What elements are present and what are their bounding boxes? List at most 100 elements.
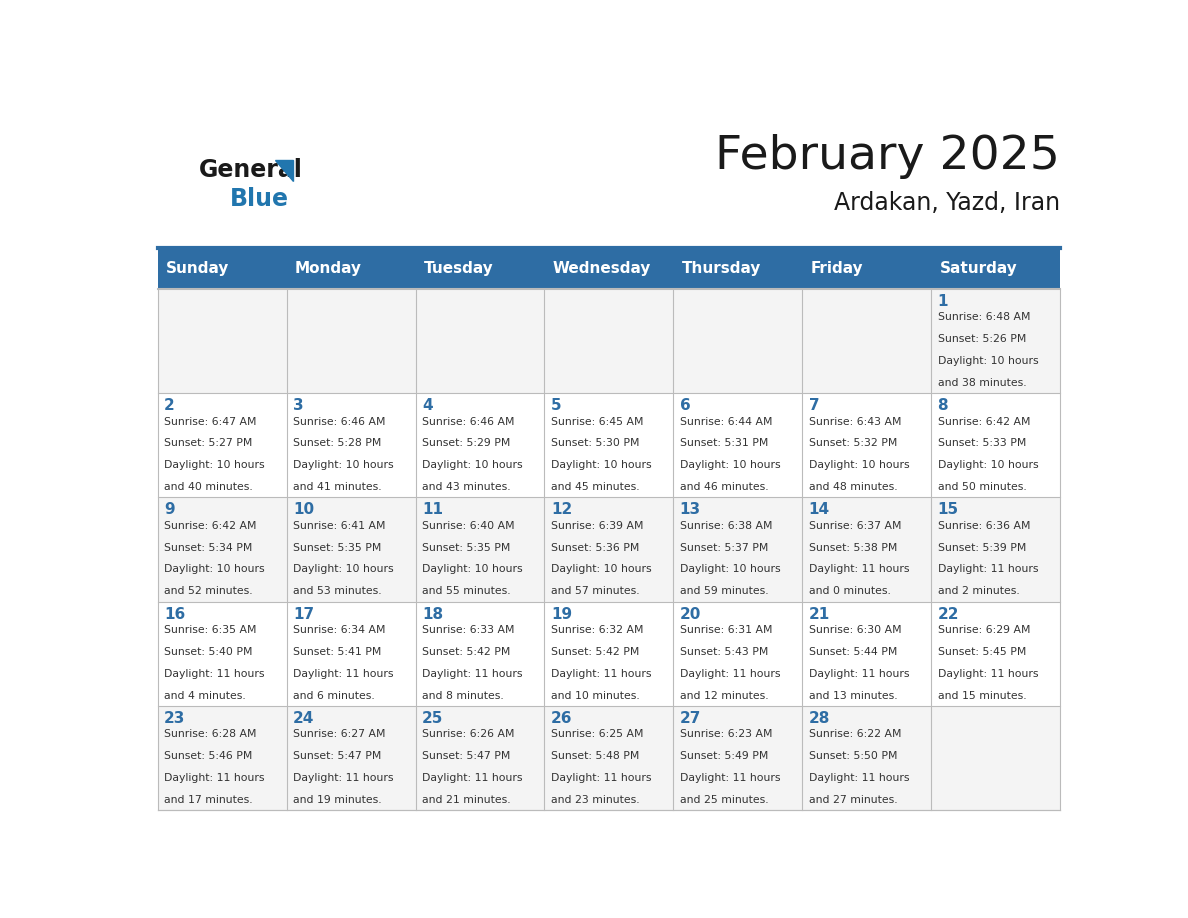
Text: and 17 minutes.: and 17 minutes.	[164, 795, 253, 805]
Text: and 6 minutes.: and 6 minutes.	[293, 690, 374, 700]
Text: Daylight: 10 hours: Daylight: 10 hours	[809, 460, 909, 470]
Text: 12: 12	[551, 502, 573, 518]
Text: Sunrise: 6:47 AM: Sunrise: 6:47 AM	[164, 417, 257, 427]
FancyBboxPatch shape	[802, 706, 931, 810]
Text: Daylight: 10 hours: Daylight: 10 hours	[422, 565, 523, 575]
Text: 24: 24	[293, 711, 315, 726]
Text: Daylight: 11 hours: Daylight: 11 hours	[809, 773, 909, 783]
Text: 8: 8	[937, 398, 948, 413]
Text: Daylight: 10 hours: Daylight: 10 hours	[680, 565, 781, 575]
Text: Sunrise: 6:27 AM: Sunrise: 6:27 AM	[293, 729, 386, 739]
FancyBboxPatch shape	[674, 393, 802, 498]
Polygon shape	[274, 160, 293, 181]
Text: Sunset: 5:29 PM: Sunset: 5:29 PM	[422, 439, 511, 448]
FancyBboxPatch shape	[544, 706, 674, 810]
Text: Daylight: 10 hours: Daylight: 10 hours	[293, 565, 393, 575]
FancyBboxPatch shape	[674, 498, 802, 601]
FancyBboxPatch shape	[158, 601, 286, 706]
Text: Sunrise: 6:34 AM: Sunrise: 6:34 AM	[293, 625, 386, 635]
FancyBboxPatch shape	[286, 393, 416, 498]
Text: Sunset: 5:47 PM: Sunset: 5:47 PM	[422, 751, 511, 761]
Text: Sunrise: 6:30 AM: Sunrise: 6:30 AM	[809, 625, 902, 635]
Text: 6: 6	[680, 398, 690, 413]
FancyBboxPatch shape	[416, 706, 544, 810]
Text: General: General	[200, 158, 303, 183]
Text: Sunrise: 6:44 AM: Sunrise: 6:44 AM	[680, 417, 772, 427]
Text: Sunset: 5:50 PM: Sunset: 5:50 PM	[809, 751, 897, 761]
FancyBboxPatch shape	[544, 289, 674, 393]
Text: and 57 minutes.: and 57 minutes.	[551, 587, 639, 597]
Text: Sunset: 5:49 PM: Sunset: 5:49 PM	[680, 751, 769, 761]
FancyBboxPatch shape	[931, 393, 1060, 498]
Text: Sunset: 5:43 PM: Sunset: 5:43 PM	[680, 647, 769, 656]
Text: Sunset: 5:42 PM: Sunset: 5:42 PM	[551, 647, 639, 656]
Text: Daylight: 10 hours: Daylight: 10 hours	[551, 460, 651, 470]
Text: Sunrise: 6:29 AM: Sunrise: 6:29 AM	[937, 625, 1030, 635]
Text: 16: 16	[164, 607, 185, 621]
Text: Daylight: 11 hours: Daylight: 11 hours	[937, 565, 1038, 575]
Text: 18: 18	[422, 607, 443, 621]
Text: Sunrise: 6:46 AM: Sunrise: 6:46 AM	[293, 417, 386, 427]
Text: Sunday: Sunday	[166, 261, 229, 276]
Text: and 40 minutes.: and 40 minutes.	[164, 482, 253, 492]
Text: Sunrise: 6:39 AM: Sunrise: 6:39 AM	[551, 521, 644, 531]
Text: Sunset: 5:35 PM: Sunset: 5:35 PM	[422, 543, 511, 553]
FancyBboxPatch shape	[544, 601, 674, 706]
Text: Daylight: 10 hours: Daylight: 10 hours	[937, 356, 1038, 366]
Text: Sunrise: 6:42 AM: Sunrise: 6:42 AM	[937, 417, 1030, 427]
Text: Sunset: 5:38 PM: Sunset: 5:38 PM	[809, 543, 897, 553]
Text: Sunset: 5:33 PM: Sunset: 5:33 PM	[937, 439, 1026, 448]
Text: and 46 minutes.: and 46 minutes.	[680, 482, 769, 492]
Text: Sunset: 5:27 PM: Sunset: 5:27 PM	[164, 439, 253, 448]
Text: 27: 27	[680, 711, 701, 726]
Text: 2: 2	[164, 398, 175, 413]
Text: Sunrise: 6:41 AM: Sunrise: 6:41 AM	[293, 521, 386, 531]
Text: Daylight: 11 hours: Daylight: 11 hours	[164, 773, 265, 783]
Text: Sunrise: 6:23 AM: Sunrise: 6:23 AM	[680, 729, 772, 739]
Text: Sunset: 5:32 PM: Sunset: 5:32 PM	[809, 439, 897, 448]
Text: Saturday: Saturday	[940, 261, 1017, 276]
FancyBboxPatch shape	[931, 601, 1060, 706]
Text: Sunset: 5:31 PM: Sunset: 5:31 PM	[680, 439, 769, 448]
FancyBboxPatch shape	[931, 289, 1060, 393]
Text: and 55 minutes.: and 55 minutes.	[422, 587, 511, 597]
Text: Sunrise: 6:48 AM: Sunrise: 6:48 AM	[937, 312, 1030, 322]
Text: Sunset: 5:39 PM: Sunset: 5:39 PM	[937, 543, 1026, 553]
Text: and 45 minutes.: and 45 minutes.	[551, 482, 639, 492]
Text: and 21 minutes.: and 21 minutes.	[422, 795, 511, 805]
Text: 19: 19	[551, 607, 571, 621]
Text: Daylight: 11 hours: Daylight: 11 hours	[809, 668, 909, 678]
Text: Daylight: 10 hours: Daylight: 10 hours	[293, 460, 393, 470]
Text: Sunrise: 6:28 AM: Sunrise: 6:28 AM	[164, 729, 257, 739]
FancyBboxPatch shape	[158, 289, 286, 393]
Text: Sunset: 5:46 PM: Sunset: 5:46 PM	[164, 751, 253, 761]
Text: and 52 minutes.: and 52 minutes.	[164, 587, 253, 597]
Text: Sunset: 5:41 PM: Sunset: 5:41 PM	[293, 647, 381, 656]
FancyBboxPatch shape	[931, 498, 1060, 601]
Text: Daylight: 11 hours: Daylight: 11 hours	[680, 668, 781, 678]
Text: Daylight: 10 hours: Daylight: 10 hours	[164, 565, 265, 575]
FancyBboxPatch shape	[158, 248, 1060, 289]
Text: Sunrise: 6:40 AM: Sunrise: 6:40 AM	[422, 521, 514, 531]
Text: Daylight: 11 hours: Daylight: 11 hours	[937, 668, 1038, 678]
Text: Daylight: 11 hours: Daylight: 11 hours	[809, 565, 909, 575]
Text: Wednesday: Wednesday	[552, 261, 651, 276]
Text: and 38 minutes.: and 38 minutes.	[937, 378, 1026, 388]
Text: 15: 15	[937, 502, 959, 518]
FancyBboxPatch shape	[286, 601, 416, 706]
FancyBboxPatch shape	[674, 706, 802, 810]
Text: Sunrise: 6:22 AM: Sunrise: 6:22 AM	[809, 729, 902, 739]
Text: Sunrise: 6:45 AM: Sunrise: 6:45 AM	[551, 417, 644, 427]
FancyBboxPatch shape	[286, 289, 416, 393]
Text: Daylight: 10 hours: Daylight: 10 hours	[551, 565, 651, 575]
FancyBboxPatch shape	[286, 706, 416, 810]
Text: 23: 23	[164, 711, 185, 726]
FancyBboxPatch shape	[674, 289, 802, 393]
Text: and 0 minutes.: and 0 minutes.	[809, 587, 891, 597]
Text: 21: 21	[809, 607, 830, 621]
Text: Sunset: 5:40 PM: Sunset: 5:40 PM	[164, 647, 253, 656]
Text: Friday: Friday	[810, 261, 864, 276]
Text: Sunset: 5:42 PM: Sunset: 5:42 PM	[422, 647, 511, 656]
Text: Sunrise: 6:31 AM: Sunrise: 6:31 AM	[680, 625, 772, 635]
FancyBboxPatch shape	[544, 393, 674, 498]
